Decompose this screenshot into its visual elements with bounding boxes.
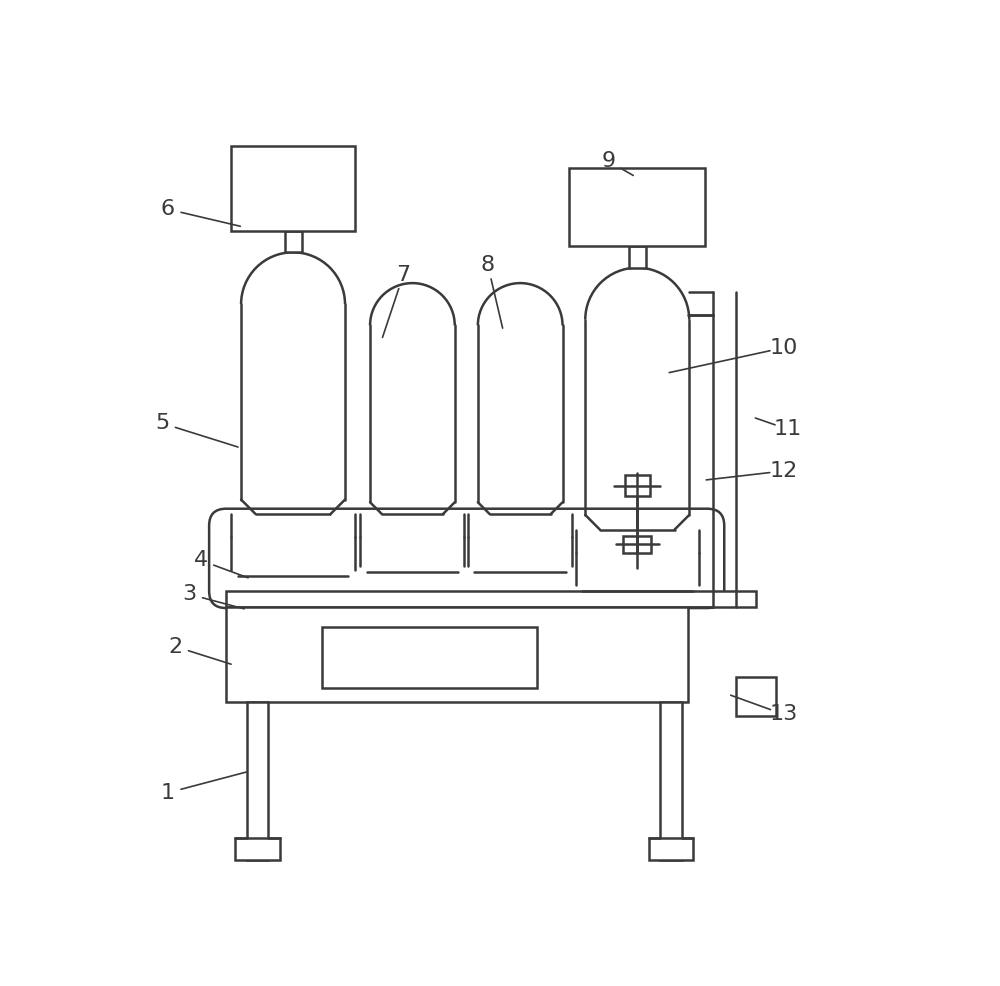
Bar [226, 606, 688, 702]
Bar [231, 146, 355, 231]
Text: 8: 8 [481, 255, 495, 275]
Bar [660, 702, 682, 860]
Bar [226, 591, 756, 606]
Bar [235, 838, 280, 860]
Bar [322, 626, 537, 688]
Bar [649, 838, 693, 860]
Text: 11: 11 [774, 419, 802, 440]
Text: 13: 13 [769, 704, 798, 725]
Bar [629, 246, 646, 268]
Bar [569, 168, 705, 246]
Text: 10: 10 [769, 338, 798, 358]
Text: 6: 6 [160, 199, 175, 219]
Bar [285, 231, 302, 252]
Bar [623, 535, 651, 552]
Text: 5: 5 [155, 413, 169, 433]
Bar [625, 475, 650, 496]
Text: 4: 4 [194, 550, 208, 570]
FancyBboxPatch shape [209, 509, 724, 608]
Text: 1: 1 [160, 783, 175, 803]
Text: 7: 7 [396, 265, 410, 285]
Text: 9: 9 [602, 152, 616, 172]
Text: 2: 2 [168, 637, 182, 657]
Text: 12: 12 [769, 461, 798, 481]
Text: 3: 3 [182, 584, 196, 604]
Bar [247, 702, 268, 860]
Bar [736, 677, 776, 716]
